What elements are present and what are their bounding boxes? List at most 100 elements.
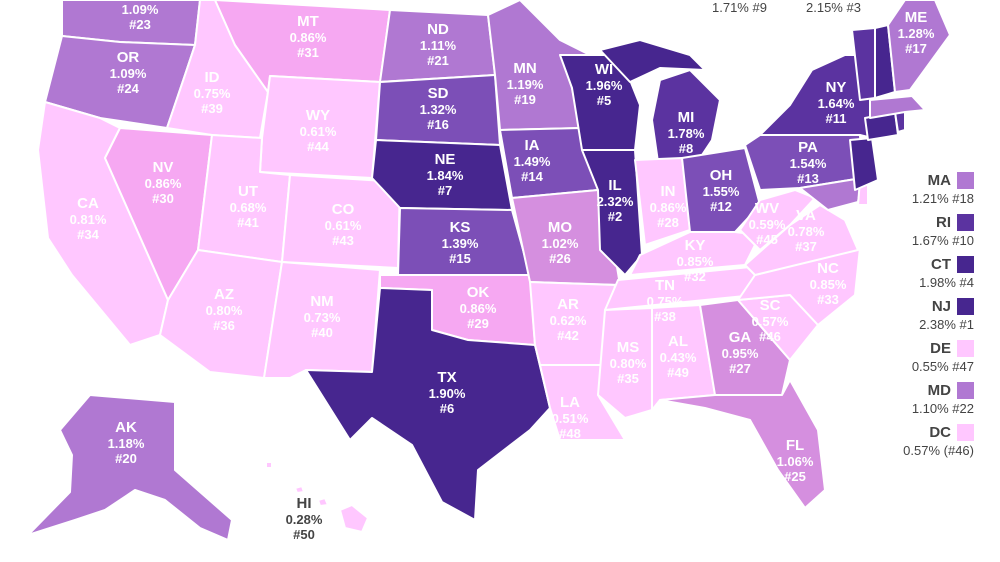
state-MI-UP	[599, 39, 706, 83]
state-label-abbr: GA	[729, 329, 752, 346]
state-label-value: 0.61%	[300, 124, 337, 139]
legend-value: 1.67% #10	[911, 233, 974, 248]
state-label-ky: KY0.85%#32	[677, 237, 714, 284]
state-label-rank: #46	[759, 329, 781, 344]
state-label-fl: FL1.06%#25	[777, 437, 814, 484]
state-label-abbr: FL	[786, 437, 804, 454]
state-label-hi: HI0.28%#50	[286, 495, 323, 542]
state-label-or: OR1.09%#24	[110, 49, 147, 96]
state-label-nc: NC0.85%#33	[810, 260, 847, 307]
state-label-abbr: LA	[560, 394, 580, 411]
state-label-abbr: WI	[595, 61, 613, 78]
state-label-value: 0.85%	[810, 277, 847, 292]
state-label-value: 1.96%	[586, 78, 623, 93]
state-label-rank: #8	[679, 141, 693, 156]
state-label-value: 1.64%	[818, 96, 855, 111]
state-label-tn: TN0.75%#38	[647, 277, 684, 324]
state-label-me: ME1.28%#17	[898, 9, 935, 56]
legend-abbr: NJ	[931, 298, 951, 315]
state-label-value: 0.51%	[552, 411, 589, 426]
state-label-abbr: MI	[678, 109, 695, 126]
legend-value: 2.38% #1	[919, 317, 974, 332]
state-label-rank: #25	[784, 469, 806, 484]
state-label-rank: #35	[617, 371, 639, 386]
state-label-value: 0.61%	[325, 218, 362, 233]
legend-value: 1.21% #18	[911, 191, 974, 206]
state-label-abbr: VA	[796, 207, 816, 224]
state-label-abbr: MT	[297, 13, 319, 30]
state-MI	[651, 69, 721, 163]
state-label-abbr: CA	[77, 195, 99, 212]
state-GA	[699, 299, 791, 396]
state-label-value: 1.11%	[420, 38, 457, 53]
legend-swatch	[957, 424, 974, 441]
state-label-tx: TX1.90%#6	[429, 369, 466, 416]
state-label-rank: #26	[549, 251, 571, 266]
state-NJ	[849, 137, 879, 191]
state-label-rank: #45	[756, 232, 778, 247]
legend-value: 0.57% (#46)	[903, 443, 974, 458]
state-label-value: 1.39%	[442, 236, 479, 251]
state-label-mn: MN1.19%#19	[507, 60, 544, 107]
state-label-value: 0.86%	[290, 30, 327, 45]
state-label-value: 1.55%	[703, 184, 740, 199]
state-label-value: 0.62%	[550, 313, 587, 328]
state-label-ms: MS0.80%#35	[610, 339, 647, 386]
state-label-ny: NY1.64%#11	[818, 79, 855, 126]
state-label-wv: WV0.59%#45	[749, 200, 786, 247]
state-label-wa: WA1.09%#23	[122, 0, 159, 32]
state-label-value: 1.84%	[427, 168, 464, 183]
legend-swatch	[957, 340, 974, 357]
state-label-rank: #11	[826, 111, 847, 126]
state-label-abbr: PA	[798, 139, 818, 156]
legend-value: 0.55% #47	[911, 359, 974, 374]
state-label-value: 1.49%	[514, 154, 551, 169]
state-label-rank: #19	[514, 92, 536, 107]
legend-abbr: MD	[927, 382, 951, 399]
state-label-sc: SC0.57%#46	[752, 297, 789, 344]
state-label-rank: #20	[115, 451, 137, 466]
state-label-rank: #5	[597, 93, 611, 108]
state-label-rank: #27	[729, 361, 751, 376]
state-label-abbr: ID	[205, 69, 220, 86]
state-label-abbr: WA	[128, 0, 152, 2]
legend-item-dc: DC 0.57% (#46)	[903, 424, 974, 458]
legend-swatch	[957, 298, 974, 315]
state-label-ak: AK1.18%#20	[108, 419, 145, 466]
state-label-il: IL2.32%#2	[597, 177, 634, 224]
state-MS	[597, 307, 653, 419]
state-label-value: 0.86%	[460, 301, 497, 316]
state-label-ia: IA1.49%#14	[514, 137, 551, 184]
state-label-rank: #42	[557, 328, 579, 343]
state-label-rank: #36	[213, 318, 235, 333]
state-label-rank: #49	[667, 365, 689, 380]
state-label-abbr: AK	[115, 419, 137, 436]
state-label-rank: #16	[427, 117, 449, 132]
state-label-pa: PA1.54%#13	[790, 139, 827, 186]
state-label-nv: NV0.86%#30	[145, 159, 182, 206]
state-label-abbr: SD	[428, 85, 449, 102]
legend-value: 1.98% #4	[919, 275, 974, 290]
state-label-value: 1.54%	[790, 156, 827, 171]
state-label-value: 1.09%	[110, 66, 147, 81]
state-label-rank: #50	[293, 527, 315, 542]
state-label-abbr: OK	[467, 284, 490, 301]
state-MA	[869, 95, 926, 119]
state-label-abbr: MS	[617, 339, 640, 356]
state-label-value: 0.59%	[749, 217, 786, 232]
state-label-value: 0.80%	[610, 356, 647, 371]
state-label-value: 1.32%	[420, 102, 457, 117]
state-label-abbr: IN	[661, 183, 676, 200]
state-label-value: 1.06%	[777, 454, 814, 469]
state-label-abbr: MN	[513, 60, 536, 77]
legend-swatch	[957, 214, 974, 231]
state-label-rank: #15	[449, 251, 471, 266]
legend-item-nj: NJ 2.38% #1	[919, 298, 974, 332]
state-label-value: 0.95%	[722, 346, 759, 361]
state-label-rank: #17	[905, 41, 927, 56]
state-label-la: LA0.51%#48	[552, 394, 589, 441]
state-label-abbr: NY	[826, 79, 847, 96]
state-label-abbr: OH	[710, 167, 733, 184]
state-label-rank: #6	[440, 401, 454, 416]
state-label-value: 0.86%	[145, 176, 182, 191]
